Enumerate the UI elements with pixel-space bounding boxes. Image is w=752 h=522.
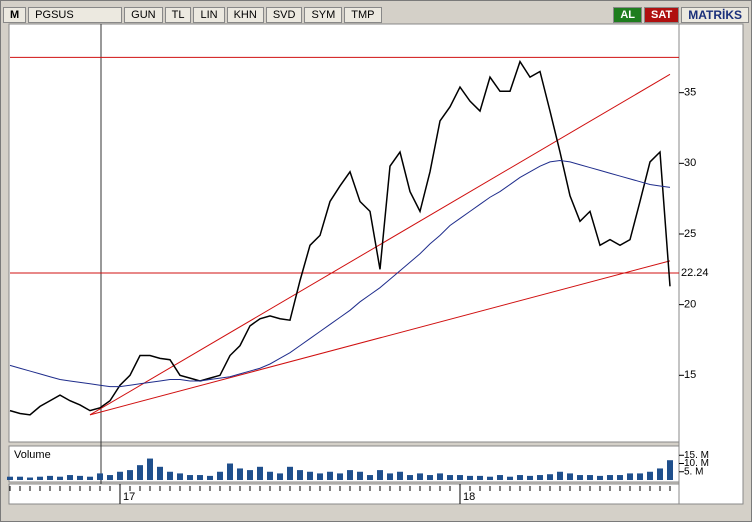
button[interactable]: KHN xyxy=(226,7,264,23)
volume-bar xyxy=(597,475,603,480)
volume-bar xyxy=(407,475,413,480)
volume-bar xyxy=(667,460,673,480)
volume-bar xyxy=(317,473,323,480)
volume-bar xyxy=(517,475,523,480)
trendline xyxy=(89,260,671,416)
volume-bar xyxy=(297,470,303,480)
volume-bar xyxy=(197,475,203,480)
y-tick-label: 30 xyxy=(684,157,696,169)
volume-bar xyxy=(277,473,283,480)
volume-bar xyxy=(237,468,243,480)
volume-bar xyxy=(137,465,143,480)
volume-bar xyxy=(537,475,543,480)
trendline xyxy=(89,73,671,416)
volume-bar xyxy=(487,476,493,480)
volume-bar xyxy=(167,471,173,480)
volume-bar xyxy=(117,471,123,480)
volume-bar xyxy=(457,475,463,480)
volume-bar xyxy=(627,473,633,480)
volume-tick-label: 15. M xyxy=(684,450,709,461)
volume-bar xyxy=(177,473,183,480)
volume-bar xyxy=(157,466,163,480)
y-tick-label: 15 xyxy=(684,369,696,381)
volume-bar xyxy=(507,476,513,480)
x-tick-label: 17 xyxy=(123,491,135,503)
button[interactable]: SYM xyxy=(304,7,343,23)
price-label: 22.24 xyxy=(681,267,709,279)
series-line xyxy=(9,59,671,416)
volume-bar xyxy=(607,475,613,480)
volume-bar xyxy=(207,475,213,480)
volume-bar xyxy=(357,471,363,480)
volume-bar xyxy=(27,477,33,480)
volume-bar xyxy=(107,475,113,480)
volume-bar xyxy=(367,475,373,480)
volume-bar xyxy=(227,463,233,480)
volume-bar xyxy=(57,476,63,480)
volume-bar xyxy=(467,475,473,480)
volume-bar xyxy=(477,475,483,480)
volume-bar xyxy=(387,473,393,480)
volume-bar xyxy=(67,475,73,480)
volume-bar xyxy=(527,475,533,480)
volume-bar xyxy=(417,473,423,480)
volume-bar xyxy=(557,471,563,480)
volume-bar xyxy=(307,471,313,480)
sell-button[interactable]: SAT xyxy=(644,7,680,23)
button[interactable]: LIN xyxy=(193,7,225,23)
y-tick-label: 20 xyxy=(684,299,696,311)
x-tick-label: 18 xyxy=(463,491,475,503)
volume-bar xyxy=(127,470,133,480)
buy-button[interactable]: AL xyxy=(613,7,643,23)
button[interactable]: GUN xyxy=(124,7,163,23)
volume-bar xyxy=(187,475,193,480)
volume-tick-label: 5. M xyxy=(684,466,703,477)
volume-bar xyxy=(567,473,573,480)
button[interactable]: TL xyxy=(164,7,192,23)
volume-bar xyxy=(587,475,593,480)
volume-bar xyxy=(577,475,583,480)
volume-bar xyxy=(17,476,23,480)
series-line xyxy=(9,160,671,388)
volume-bar xyxy=(437,473,443,480)
button[interactable]: TMP xyxy=(344,7,382,23)
volume-bar xyxy=(397,471,403,480)
volume-bar xyxy=(427,475,433,480)
toolbar: M PGSUS GUN TL LIN KHN SVD SYM TMP AL SA… xyxy=(3,7,749,23)
volume-bar xyxy=(47,475,53,480)
y-tick-label: 35 xyxy=(684,87,696,99)
volume-bar xyxy=(637,473,643,480)
volume-bar xyxy=(617,475,623,480)
y-tick-label: 25 xyxy=(684,228,696,240)
volume-bar xyxy=(37,476,43,480)
volume-bar xyxy=(337,473,343,480)
volume-bar xyxy=(327,471,333,480)
volume-bar xyxy=(97,473,103,480)
volume-bar xyxy=(547,474,553,480)
volume-bar xyxy=(77,475,83,480)
volume-bar xyxy=(497,475,503,480)
brand: MATRİKS xyxy=(681,7,749,23)
volume-bar xyxy=(347,470,353,480)
volume-bar xyxy=(287,466,293,480)
volume-tick-label: 10. M xyxy=(684,458,709,469)
volume-bar xyxy=(657,468,663,480)
volume-bar xyxy=(7,476,13,480)
volume-bar xyxy=(447,475,453,480)
volume-bar xyxy=(647,471,653,480)
volume-bar xyxy=(257,466,263,480)
volume-bar xyxy=(87,476,93,480)
volume-bar xyxy=(267,471,273,480)
logo[interactable]: M xyxy=(3,7,27,23)
volume-label: Volume xyxy=(14,449,51,461)
button[interactable]: SVD xyxy=(265,7,303,23)
y-axis-area xyxy=(678,23,744,505)
plot-area xyxy=(8,23,680,443)
volume-bar xyxy=(377,470,383,480)
volume-bar xyxy=(147,458,153,480)
volume-bar xyxy=(247,470,253,480)
volume-bar xyxy=(217,471,223,480)
symbol[interactable]: PGSUS xyxy=(28,7,123,23)
